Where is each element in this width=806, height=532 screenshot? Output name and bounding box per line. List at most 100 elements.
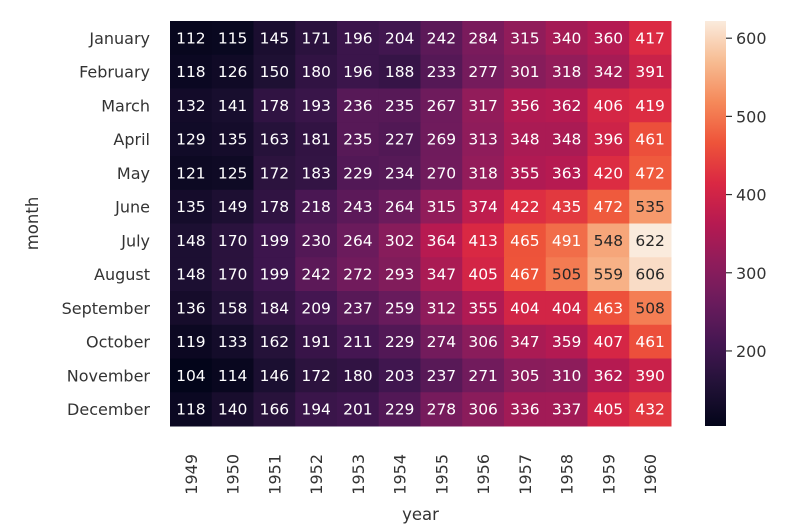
cell-value-label: 119 bbox=[176, 333, 206, 351]
cell-value-label: 404 bbox=[510, 299, 540, 317]
heatmap-cell bbox=[211, 358, 254, 393]
heatmap-cell bbox=[378, 324, 421, 359]
cell-value-label: 196 bbox=[343, 29, 373, 47]
cell-value-label: 405 bbox=[468, 266, 498, 284]
cell-value-label: 318 bbox=[468, 164, 498, 182]
heatmap-cell bbox=[295, 156, 338, 191]
x-tick-label: 1954 bbox=[391, 454, 410, 495]
cell-value-label: 337 bbox=[552, 401, 582, 419]
cell-value-label: 183 bbox=[301, 164, 331, 182]
cell-value-label: 277 bbox=[468, 63, 498, 81]
cell-value-label: 227 bbox=[385, 131, 415, 149]
cell-value-label: 242 bbox=[427, 29, 457, 47]
cell-value-label: 406 bbox=[594, 97, 624, 115]
cell-value-label: 461 bbox=[635, 333, 665, 351]
heatmap-cell bbox=[504, 21, 547, 56]
x-tick-label: 1957 bbox=[516, 454, 535, 495]
cell-value-label: 306 bbox=[468, 333, 498, 351]
heatmap-cell bbox=[504, 291, 547, 326]
heatmap-cell bbox=[337, 392, 380, 427]
heatmap-cell bbox=[211, 291, 254, 326]
heatmap-cell bbox=[378, 291, 421, 326]
cell-value-label: 203 bbox=[385, 367, 415, 385]
heatmap-cell bbox=[629, 189, 672, 224]
heatmap-cell bbox=[211, 21, 254, 56]
heatmap-cell bbox=[420, 223, 463, 258]
cell-value-label: 293 bbox=[385, 266, 415, 284]
cell-value-label: 362 bbox=[552, 97, 582, 115]
y-tick-label: April bbox=[113, 130, 150, 149]
heatmap-cell bbox=[378, 358, 421, 393]
cell-value-label: 178 bbox=[260, 198, 290, 216]
heatmap-cell bbox=[629, 392, 672, 427]
cell-value-label: 340 bbox=[552, 29, 582, 47]
heatmap-cell bbox=[587, 54, 630, 89]
heatmap-cell bbox=[462, 291, 505, 326]
y-axis-title: month bbox=[23, 197, 42, 251]
heatmap-cell bbox=[253, 291, 296, 326]
x-tick-label: 1953 bbox=[349, 454, 368, 495]
heatmap-cell bbox=[545, 392, 588, 427]
heatmap-cell bbox=[337, 189, 380, 224]
cell-value-label: 243 bbox=[343, 198, 373, 216]
heatmap-cell bbox=[629, 156, 672, 191]
cell-value-label: 166 bbox=[260, 401, 290, 419]
heatmap-cell bbox=[378, 122, 421, 157]
heatmap-cell bbox=[337, 291, 380, 326]
heatmap-cell bbox=[504, 189, 547, 224]
heatmap-cell bbox=[337, 223, 380, 258]
cell-value-label: 472 bbox=[635, 164, 665, 182]
heatmap-cell bbox=[629, 358, 672, 393]
y-tick-label: May bbox=[117, 164, 150, 183]
heatmap-cell bbox=[545, 156, 588, 191]
cell-value-label: 548 bbox=[594, 232, 624, 250]
cell-value-label: 419 bbox=[635, 97, 665, 115]
heatmap-cell bbox=[504, 156, 547, 191]
cell-value-label: 318 bbox=[552, 63, 582, 81]
y-tick-label: July bbox=[120, 231, 150, 250]
cell-value-label: 347 bbox=[510, 333, 540, 351]
cell-value-label: 191 bbox=[301, 333, 331, 351]
heatmap-cell bbox=[504, 54, 547, 89]
cell-value-label: 432 bbox=[635, 401, 665, 419]
heatmap-cell bbox=[378, 257, 421, 292]
cell-value-label: 267 bbox=[427, 97, 457, 115]
cell-value-label: 463 bbox=[594, 299, 624, 317]
cell-value-label: 491 bbox=[552, 232, 582, 250]
cell-value-label: 461 bbox=[635, 131, 665, 149]
heatmap-cell bbox=[420, 257, 463, 292]
cell-value-label: 233 bbox=[427, 63, 457, 81]
cell-value-label: 348 bbox=[510, 131, 540, 149]
cell-value-label: 305 bbox=[510, 367, 540, 385]
cell-value-label: 422 bbox=[510, 198, 540, 216]
cell-value-label: 125 bbox=[218, 164, 248, 182]
heatmap-cell bbox=[462, 21, 505, 56]
heatmap-cell bbox=[587, 324, 630, 359]
y-tick-label: September bbox=[62, 299, 151, 318]
heatmap-cell bbox=[295, 324, 338, 359]
heatmap-cell bbox=[337, 122, 380, 157]
heatmap-cell bbox=[420, 358, 463, 393]
cell-value-label: 171 bbox=[301, 29, 331, 47]
cell-value-label: 115 bbox=[218, 29, 248, 47]
x-axis-title: year bbox=[402, 505, 439, 524]
cell-value-label: 271 bbox=[468, 367, 498, 385]
heatmap-cell bbox=[462, 392, 505, 427]
heatmap-cell bbox=[420, 324, 463, 359]
cell-value-label: 306 bbox=[468, 401, 498, 419]
cell-value-label: 235 bbox=[343, 131, 373, 149]
heatmap-cell bbox=[253, 358, 296, 393]
cell-value-label: 229 bbox=[385, 401, 415, 419]
heatmap-cell bbox=[253, 156, 296, 191]
cell-value-label: 158 bbox=[218, 299, 248, 317]
x-tick-label: 1960 bbox=[641, 454, 660, 495]
heatmap-cell bbox=[587, 189, 630, 224]
cell-value-label: 141 bbox=[218, 97, 248, 115]
cell-value-label: 184 bbox=[260, 299, 290, 317]
heatmap-cell bbox=[211, 257, 254, 292]
cell-value-label: 133 bbox=[218, 333, 248, 351]
heatmap-cell bbox=[629, 88, 672, 123]
cell-value-label: 435 bbox=[552, 198, 582, 216]
x-tick-label: 1951 bbox=[265, 454, 284, 495]
